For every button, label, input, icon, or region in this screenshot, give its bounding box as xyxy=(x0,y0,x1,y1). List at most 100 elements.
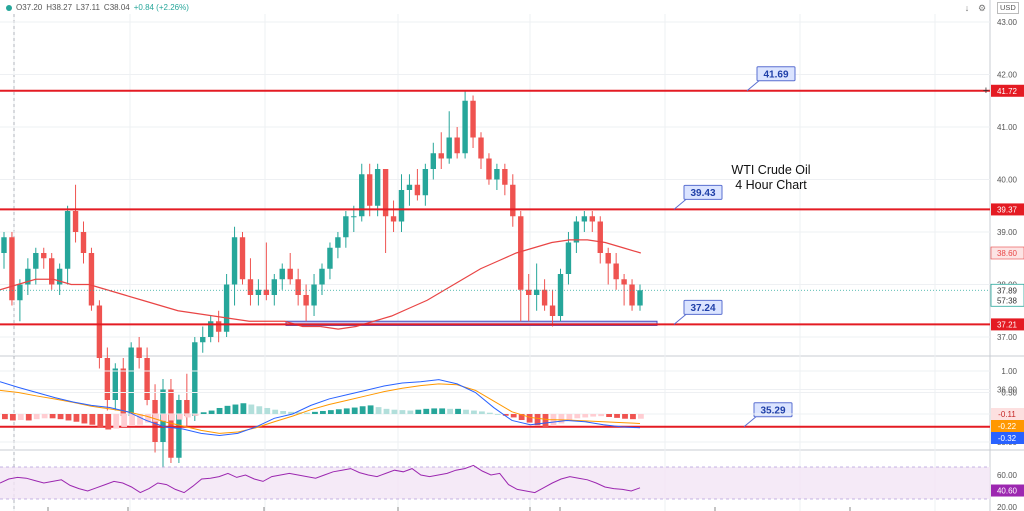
level-callout xyxy=(683,184,723,200)
annotation-line-2: 4 Hour Chart xyxy=(735,178,807,192)
macd-bar xyxy=(423,408,430,414)
candle-body xyxy=(96,305,103,358)
candle-body xyxy=(335,237,341,248)
callout-pointer xyxy=(743,416,757,428)
currency-label: USD xyxy=(997,2,1019,14)
macd-bar xyxy=(407,410,414,414)
level-axis-label: 41.72 xyxy=(997,87,1018,96)
macd-bar xyxy=(232,404,239,414)
collapse-arrow-icon[interactable]: ↓ xyxy=(964,3,970,13)
candle-body xyxy=(25,268,31,285)
macd-bar xyxy=(359,406,366,414)
candle-body xyxy=(629,284,635,306)
candle-body xyxy=(565,242,572,274)
candle-body xyxy=(367,174,373,206)
candle-body xyxy=(438,153,444,159)
macd-bar xyxy=(208,410,215,414)
candle-body xyxy=(192,342,198,416)
ohlc-open: O37.20 xyxy=(16,3,43,12)
candle-body xyxy=(414,184,421,196)
candle-body xyxy=(359,174,365,217)
rsi-tick-label: 60.00 xyxy=(997,471,1018,480)
candle-body xyxy=(88,253,95,306)
macd-bar xyxy=(526,414,533,423)
macd-bar xyxy=(606,414,612,418)
macd-bar xyxy=(65,414,72,421)
candle-body xyxy=(406,184,413,190)
price-tick-label: 36.00 xyxy=(997,386,1018,395)
macd-bar xyxy=(216,407,223,414)
macd-bar xyxy=(145,414,151,423)
level-callout xyxy=(753,402,793,418)
candle-body xyxy=(549,305,556,316)
candle-body xyxy=(589,216,595,222)
candle-body xyxy=(9,237,15,301)
macd-axis-label: -0.32 xyxy=(998,434,1017,443)
macd-line xyxy=(0,379,641,437)
macd-bar xyxy=(399,410,406,414)
macd-bar xyxy=(9,414,16,421)
support-zone xyxy=(285,320,658,326)
macd-bar xyxy=(479,411,485,414)
candle-body xyxy=(112,368,118,400)
rsi-axis-label: 40.60 xyxy=(997,487,1018,496)
macd-axis-tag xyxy=(991,408,1024,420)
candle-body xyxy=(526,289,532,295)
macd-bar xyxy=(534,414,541,426)
countdown-label: 57:38 xyxy=(997,296,1018,305)
candle-body xyxy=(223,284,230,332)
ohlc-change: +0.84 (+2.26%) xyxy=(133,3,189,12)
level-callout-label: 41.69 xyxy=(763,69,788,80)
candle-body xyxy=(462,100,468,154)
ma-axis-tag xyxy=(990,246,1024,260)
macd-bar xyxy=(240,403,247,414)
candle-body xyxy=(398,190,405,222)
macd-bar xyxy=(383,408,390,414)
macd-bar xyxy=(486,412,493,414)
callout-pointer xyxy=(746,80,760,92)
macd-bar xyxy=(129,414,135,427)
level-callout-label: 39.43 xyxy=(690,188,715,199)
macd-bar xyxy=(200,412,207,414)
candle-body xyxy=(104,358,111,400)
macd-bar xyxy=(439,408,446,414)
settings-gear-icon[interactable]: ⚙ xyxy=(977,3,987,13)
callout-pointer xyxy=(673,199,687,210)
level-axis-label: 39.37 xyxy=(997,205,1018,214)
price-tick-label: 43.00 xyxy=(997,18,1018,27)
candle-body xyxy=(255,289,262,295)
macd-bar xyxy=(33,414,40,420)
price-tick-label: 37.00 xyxy=(997,333,1018,342)
macd-bar xyxy=(105,414,112,430)
candle-body xyxy=(478,137,484,159)
macd-axis-label: -0.11 xyxy=(998,410,1016,419)
macd-bar xyxy=(25,414,32,421)
macd-bar xyxy=(391,409,398,414)
candle-body xyxy=(184,400,190,416)
macd-bar xyxy=(57,414,64,420)
macd-bar xyxy=(121,414,128,427)
macd-tick-label: 0.50 xyxy=(1001,389,1017,398)
current-price-label: 37.89 xyxy=(997,286,1018,295)
level-callout xyxy=(683,299,723,315)
candle-body xyxy=(382,169,389,217)
macd-bar xyxy=(161,414,167,421)
candle-body xyxy=(454,137,460,154)
candle-body xyxy=(72,211,79,232)
macd-bar xyxy=(590,414,597,417)
candle-body xyxy=(128,347,134,416)
level-callout-label: 37.24 xyxy=(690,303,715,314)
macd-bar xyxy=(153,414,159,422)
macd-axis-tag xyxy=(991,420,1024,432)
macd-bar xyxy=(494,414,501,415)
level-axis-tag xyxy=(991,318,1024,331)
macd-axis-label: -0.22 xyxy=(998,422,1017,431)
macd-bar xyxy=(2,414,8,420)
candle-body xyxy=(518,216,524,290)
macd-bar xyxy=(272,409,279,414)
macd-bar xyxy=(518,414,525,421)
macd-bar xyxy=(224,405,231,414)
candle-body xyxy=(502,169,508,185)
candle-body xyxy=(343,216,349,238)
